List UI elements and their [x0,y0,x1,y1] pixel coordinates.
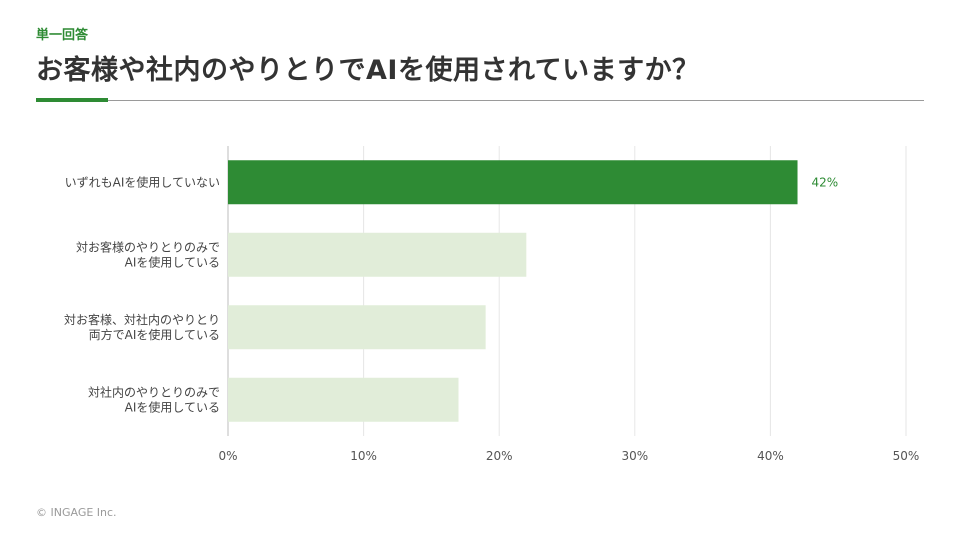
bar [228,305,486,350]
category-label: AIを使用している [125,399,220,414]
x-tick-label: 50% [893,449,920,463]
category-label: AIを使用している [125,254,220,269]
category-label: いずれもAIを使用していない [65,174,220,189]
bar [228,160,798,205]
category-label: 対社内のやりとりのみで [88,384,220,399]
category-label: 両方でAIを使用している [89,327,220,342]
title-accent-bar [36,98,108,102]
bar [228,232,527,277]
title-divider [36,100,924,101]
question-type-tag: 単一回答 [36,28,89,43]
copyright-text: © INGAGE Inc. [36,506,117,519]
category-label: 対お客様のやりとりのみで [76,239,220,254]
x-tick-label: 0% [218,449,237,463]
bar [228,377,459,422]
x-tick-label: 30% [621,449,648,463]
data-label: 42% [812,175,839,189]
x-tick-label: 20% [486,449,513,463]
x-tick-label: 10% [350,449,377,463]
category-label: 対お客様、対社内のやりとり [64,312,220,327]
page-title: お客様や社内のやりとりでAIを使用されていますか？ [36,55,700,86]
x-tick-label: 40% [757,449,784,463]
